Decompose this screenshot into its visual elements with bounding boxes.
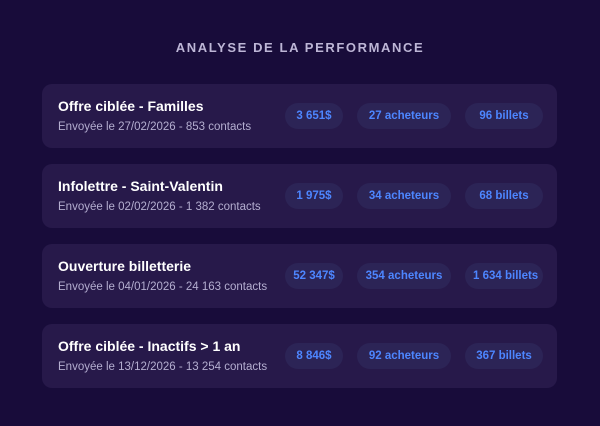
campaign-list: Offre ciblée - Familles Envoyée le 27/02…: [42, 84, 557, 404]
campaign-stats: 8 846$ 92 acheteurs 367 billets: [271, 343, 543, 369]
campaign-row[interactable]: Ouverture billetterie Envoyée le 04/01/2…: [42, 244, 557, 308]
campaign-info: Infolettre - Saint-Valentin Envoyée le 0…: [58, 177, 271, 215]
campaign-meta: Envoyée le 02/02/2026 - 1 382 contacts: [58, 201, 261, 213]
campaign-name: Infolettre - Saint-Valentin: [58, 178, 223, 194]
revenue-badge: 1 975$: [285, 183, 343, 209]
campaign-name: Offre ciblée - Inactifs > 1 an: [58, 338, 241, 354]
revenue-badge: 3 651$: [285, 103, 343, 129]
campaign-row[interactable]: Offre ciblée - Familles Envoyée le 27/02…: [42, 84, 557, 148]
campaign-row[interactable]: Offre ciblée - Inactifs > 1 an Envoyée l…: [42, 324, 557, 388]
campaign-stats: 52 347$ 354 acheteurs 1 634 billets: [271, 263, 543, 289]
tickets-badge: 68 billets: [465, 183, 543, 209]
campaign-info: Ouverture billetterie Envoyée le 04/01/2…: [58, 257, 271, 295]
campaign-info: Offre ciblée - Familles Envoyée le 27/02…: [58, 97, 271, 135]
revenue-badge: 8 846$: [285, 343, 343, 369]
campaign-meta: Envoyée le 04/01/2026 - 24 163 contacts: [58, 281, 268, 293]
tickets-badge: 96 billets: [465, 103, 543, 129]
revenue-badge: 52 347$: [285, 263, 343, 289]
buyers-badge: 92 acheteurs: [357, 343, 451, 369]
campaign-row[interactable]: Infolettre - Saint-Valentin Envoyée le 0…: [42, 164, 557, 228]
tickets-badge: 367 billets: [465, 343, 543, 369]
campaign-stats: 3 651$ 27 acheteurs 96 billets: [271, 103, 543, 129]
tickets-badge: 1 634 billets: [465, 263, 543, 289]
buyers-badge: 34 acheteurs: [357, 183, 451, 209]
buyers-badge: 354 acheteurs: [357, 263, 451, 289]
campaign-info: Offre ciblée - Inactifs > 1 an Envoyée l…: [58, 337, 271, 375]
campaign-meta: Envoyée le 13/12/2026 - 13 254 contacts: [58, 361, 268, 373]
campaign-name: Offre ciblée - Familles: [58, 98, 204, 114]
campaign-meta: Envoyée le 27/02/2026 - 853 contacts: [58, 121, 252, 133]
page-title: ANALYSE DE LA PERFORMANCE: [175, 40, 425, 55]
buyers-badge: 27 acheteurs: [357, 103, 451, 129]
campaign-name: Ouverture billetterie: [58, 258, 192, 274]
campaign-stats: 1 975$ 34 acheteurs 68 billets: [271, 183, 543, 209]
